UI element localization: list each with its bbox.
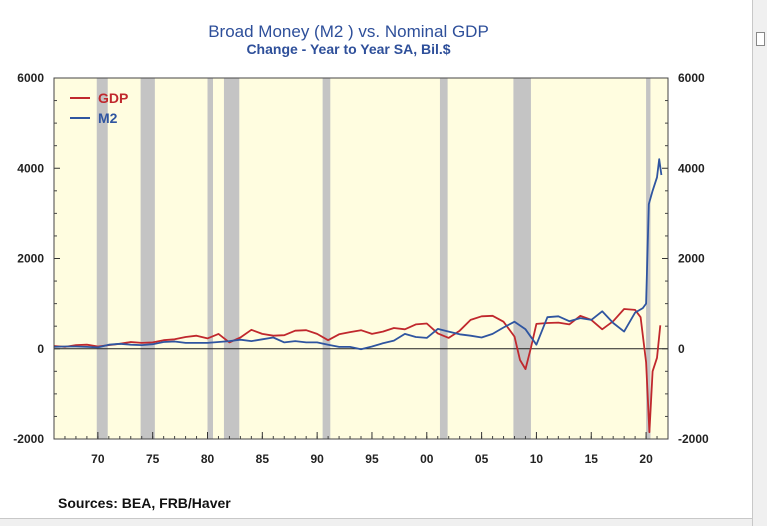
- x-tick-label: 85: [256, 452, 270, 466]
- recession-bar-4: [323, 78, 331, 439]
- x-tick-label: 10: [530, 452, 544, 466]
- legend-label-m2: M2: [98, 110, 118, 126]
- legend-label-gdp: GDP: [98, 90, 128, 106]
- x-tick-label: 20: [639, 452, 653, 466]
- x-tick-label: 05: [475, 452, 489, 466]
- x-tick-label: 15: [585, 452, 599, 466]
- x-tick-label: 80: [201, 452, 215, 466]
- window-scrollbar[interactable]: [752, 0, 767, 526]
- window-bottom-edge: [0, 518, 752, 526]
- recession-bar-6: [513, 78, 531, 439]
- recession-bar-5: [440, 78, 448, 439]
- y-tick-label-left: -2000: [13, 432, 44, 446]
- y-tick-label-left: 6000: [17, 71, 44, 85]
- recession-bar-1: [141, 78, 155, 439]
- y-tick-label-right: 4000: [678, 161, 705, 175]
- source-note: Sources: BEA, FRB/Haver: [58, 495, 231, 511]
- y-tick-label-right: 2000: [678, 252, 705, 266]
- y-tick-label-left: 0: [37, 342, 44, 356]
- y-tick-label-right: 0: [678, 342, 685, 356]
- y-tick-label-left: 4000: [17, 161, 44, 175]
- y-tick-label-right: -2000: [678, 432, 709, 446]
- recession-bar-2: [208, 78, 213, 439]
- x-tick-label: 00: [420, 452, 434, 466]
- x-tick-label: 75: [146, 452, 160, 466]
- x-tick-label: 95: [365, 452, 379, 466]
- y-tick-label-left: 2000: [17, 252, 44, 266]
- chart-canvas: Broad Money (M2 ) vs. Nominal GDP Change…: [0, 0, 767, 526]
- y-tick-label-right: 6000: [678, 71, 705, 85]
- x-tick-label: 90: [310, 452, 324, 466]
- x-tick-label: 70: [91, 452, 105, 466]
- recession-bar-3: [224, 78, 239, 439]
- scroll-handle[interactable]: [756, 32, 765, 46]
- recession-bar-0: [97, 78, 108, 439]
